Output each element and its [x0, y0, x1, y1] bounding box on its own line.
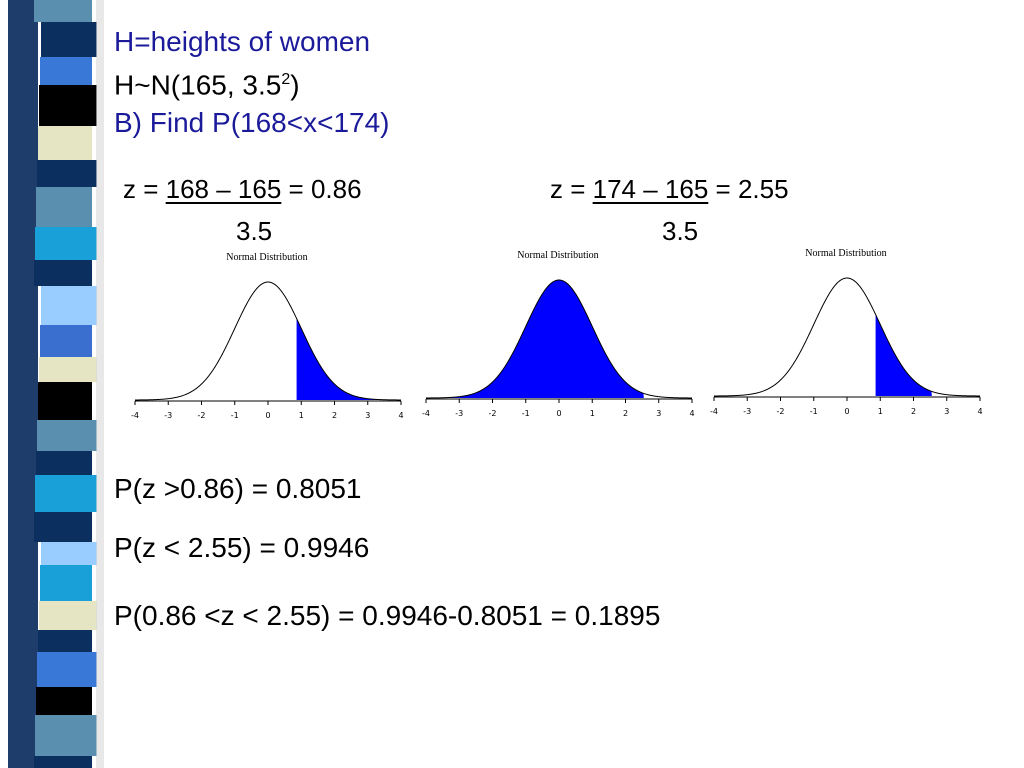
chart-2-plot: -4 -3 -2 -1 0 1 2 3 4: [422, 279, 695, 418]
result-3: P(0.86 <z < 2.55) = 0.9946-0.8051 = 0.18…: [114, 600, 661, 631]
z-calc-1-prefix: z =: [123, 174, 166, 204]
strip-block: [34, 0, 92, 22]
x-tick-label: 2: [623, 409, 628, 418]
x-tick-label: 0: [265, 411, 270, 420]
z-calc-1-result: = 0.86: [281, 174, 362, 204]
variance-exponent: 2: [281, 71, 291, 88]
z-calc-1-denominator: 3.5: [236, 216, 273, 246]
x-tick-label: -3: [743, 407, 751, 416]
x-tick-label: -3: [164, 411, 172, 420]
z-calc-2: z = 174 – 165 = 2.55: [550, 174, 789, 204]
chart-3-title: Normal Distribution: [805, 248, 887, 259]
x-tick-label: 3: [944, 407, 949, 416]
x-tick-label: -2: [198, 411, 206, 420]
strip-block: [34, 260, 92, 286]
strip-block: [38, 126, 92, 160]
density-curve: [135, 281, 401, 401]
z-calc-2-prefix: z =: [550, 174, 593, 204]
z-calc-2-denominator: 3.5: [662, 216, 699, 246]
strip-block: [37, 160, 97, 187]
z-calc-1: z = 168 – 165 = 0.86: [123, 174, 362, 204]
x-tick-label: 2: [332, 411, 337, 420]
x-tick-label: 4: [689, 409, 694, 418]
strip-block: [37, 420, 97, 451]
z-calc-2-result: = 2.55: [708, 174, 789, 204]
title-line-1: H=heights of women: [114, 26, 371, 57]
x-tick-label: -2: [777, 407, 785, 416]
strip-block: [36, 451, 92, 475]
strip-block: [38, 382, 92, 420]
strip-block: [40, 57, 92, 85]
strip-block: [34, 512, 92, 542]
strip-block: [35, 715, 97, 756]
x-tick-label: -3: [455, 409, 463, 418]
title-line-2: H~N(165, 3.52): [114, 60, 300, 105]
x-tick-label: -4: [710, 407, 718, 416]
density-curve: [426, 279, 692, 399]
title-line-3: B) Find P(168<x<174): [114, 107, 390, 138]
decorative-strip: [0, 0, 120, 768]
strip-block: [38, 630, 92, 652]
result-1: P(z >0.86) = 0.8051: [114, 473, 362, 504]
x-tick-label: -1: [231, 411, 239, 420]
strip-block: [40, 565, 92, 601]
strip-block: [36, 687, 92, 715]
shaded-area: [296, 318, 401, 400]
strip-block: [39, 601, 97, 630]
z-calc-1-numerator: 168 – 165: [165, 174, 282, 204]
density-curve: [714, 277, 980, 397]
result-2: P(z < 2.55) = 0.9946: [114, 532, 370, 563]
normal-chart-1: Normal Distribution -4 -3 -2 -1 0 1 2 3 4: [127, 252, 407, 432]
strip-block: [36, 187, 92, 227]
x-tick-label: 0: [556, 409, 561, 418]
x-tick-label: 3: [656, 409, 661, 418]
x-tick-label: 2: [911, 407, 916, 416]
x-tick-label: -2: [489, 409, 497, 418]
strip-block: [39, 357, 97, 382]
shaded-area: [426, 280, 644, 398]
strip-block: [37, 652, 97, 687]
strip-block: [35, 475, 97, 512]
strip-block: [39, 85, 97, 126]
strip-block: [40, 325, 92, 357]
strip-block: [34, 756, 92, 768]
chart-2-title: Normal Distribution: [517, 250, 599, 261]
x-tick-label: 1: [878, 407, 883, 416]
normal-chart-2: Normal Distribution -4 -3 -2 -1 0 1 2 3 4: [418, 250, 698, 430]
x-tick-label: 1: [299, 411, 304, 420]
x-tick-label: -4: [131, 411, 139, 420]
chart-3-plot: -4 -3 -2 -1 0 1 2 3 4: [710, 277, 983, 416]
x-tick-label: 4: [977, 407, 982, 416]
x-tick-label: -4: [422, 409, 430, 418]
strip-block: [41, 542, 97, 565]
chart-1-plot: -4 -3 -2 -1 0 1 2 3 4: [131, 281, 404, 420]
shaded-area: [875, 314, 932, 396]
strip-block: [35, 227, 97, 260]
distribution-notation: H~N(165, 3.5: [114, 69, 282, 101]
x-tick-label: 4: [398, 411, 403, 420]
x-tick-label: 3: [365, 411, 370, 420]
x-tick-label: 0: [844, 407, 849, 416]
x-tick-label: -1: [810, 407, 818, 416]
x-tick-label: 1: [590, 409, 595, 418]
strip-block: [41, 22, 97, 57]
normal-chart-3: Normal Distribution -4 -3 -2 -1 0 1 2 3 4: [706, 248, 986, 428]
chart-1-title: Normal Distribution: [226, 252, 308, 263]
x-tick-label: -1: [522, 409, 530, 418]
distribution-close: ): [290, 69, 300, 101]
strip-block: [41, 286, 97, 325]
z-calc-2-numerator: 174 – 165: [592, 174, 709, 204]
